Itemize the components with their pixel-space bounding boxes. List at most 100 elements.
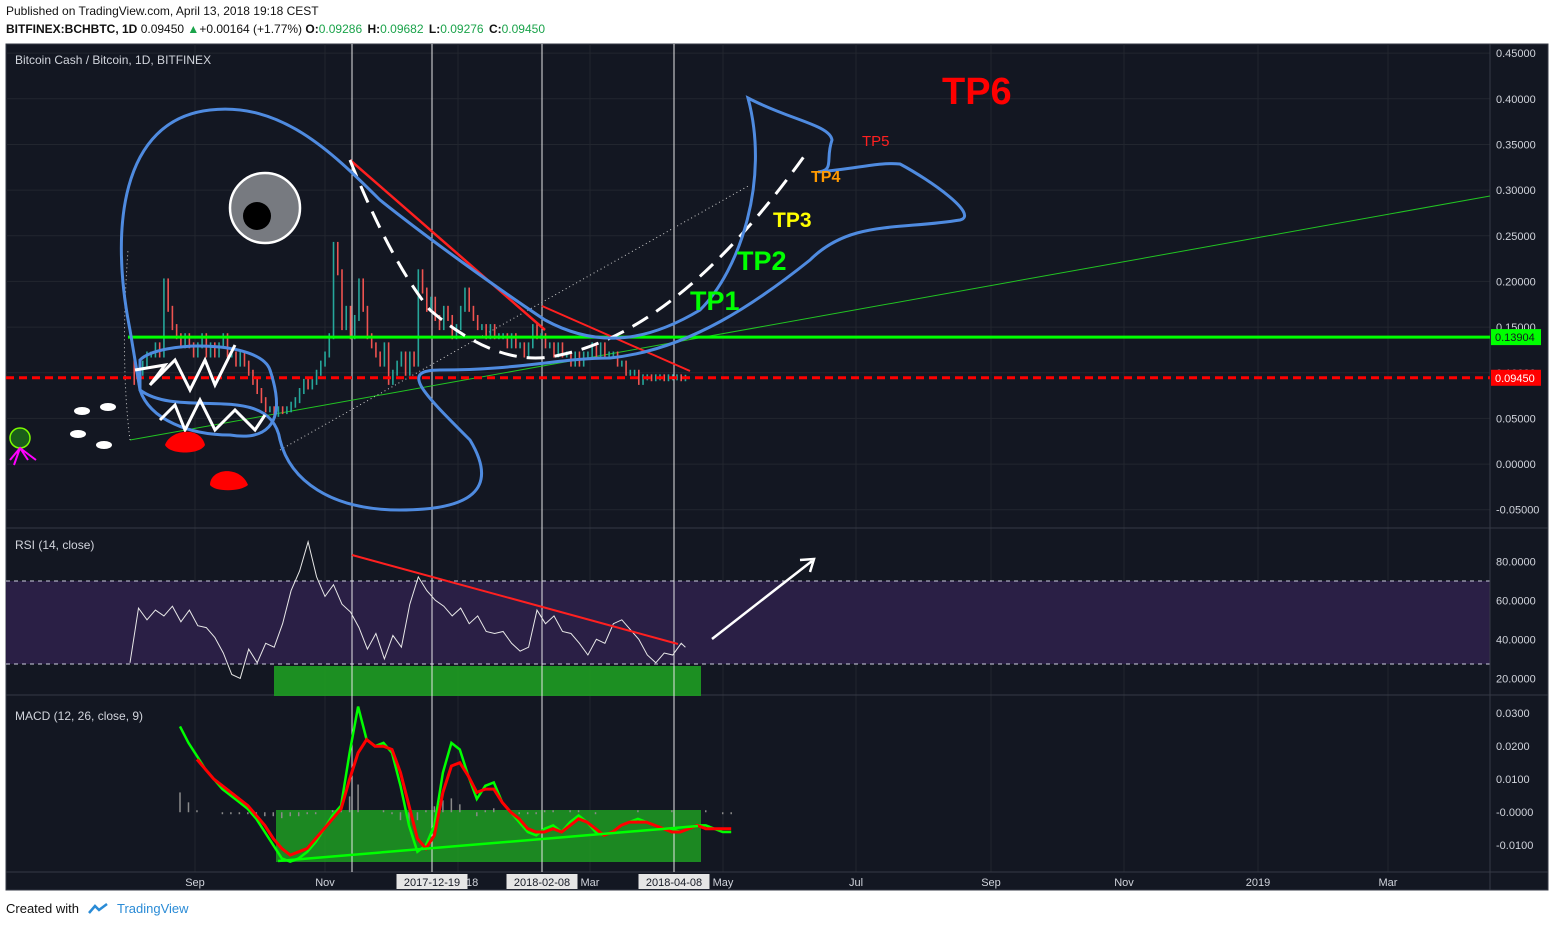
rsi-tick-label: 20.0000 (1496, 673, 1536, 685)
macd-tick-label: 0.0200 (1496, 741, 1530, 753)
dotted-curve (123, 249, 131, 441)
high-value: 0.09682 (380, 22, 424, 36)
rsi-line (129, 539, 686, 680)
figure-head (9, 427, 31, 449)
tp6-label: TP6 (942, 71, 1012, 113)
macd-pane-title: MACD (12, 26, close, 9) (15, 709, 143, 723)
time-tick-label-fragment: 18 (466, 877, 478, 889)
tp4-label: TP4 (811, 169, 840, 186)
tp3-label: TP3 (773, 209, 812, 232)
time-tick-label: Nov (315, 877, 335, 889)
low-label: L: (428, 22, 441, 36)
time-tick-label: Sep (981, 877, 1001, 889)
price-tick-label: 0.05000 (1496, 413, 1536, 425)
time-tick-label: 2017-12-19 (404, 877, 460, 889)
red-blob-1 (165, 431, 205, 453)
shark-body (119, 95, 966, 512)
rsi-tick-label: 80.0000 (1496, 556, 1536, 568)
red-trendline-1 (349, 159, 546, 331)
date-marker-box (506, 874, 578, 889)
figure-tentacles (9, 446, 37, 466)
rsi-axis: 80.0000 60.0000 40.0000 20.0000 (1496, 556, 1536, 685)
published-line: Published on TradingView.com, April 13, … (6, 4, 319, 18)
symbol-line: BITFINEX:BCHBTC, 1D 0.09450 ▲+0.00164 (+… (6, 22, 547, 36)
price-tick-label: 0.30000 (1496, 185, 1536, 197)
change-up-icon: ▲ (187, 22, 200, 36)
tp5-label: TP5 (862, 133, 890, 150)
price-tick-label: 0.20000 (1496, 276, 1536, 288)
rsi-arrow (711, 560, 813, 640)
rsi-green-zone (274, 666, 701, 696)
grid (6, 44, 1490, 872)
tradingview-logo-icon (88, 902, 108, 914)
little-figure (9, 427, 37, 466)
price-tick-label: 0.00000 (1496, 459, 1536, 471)
time-axis: Sep Nov 2017-12-19 2018-02-08 Mar 2018-04-08 M… (185, 874, 1398, 889)
macd-tick-label: 0.0100 (1496, 774, 1530, 786)
symbol: BITFINEX:BCHBTC, 1D (6, 22, 138, 36)
high-label: H: (367, 22, 381, 36)
price-pane-title: Bitcoin Cash / Bitcoin, 1D, BITFINEX (15, 53, 211, 67)
small-fish (70, 403, 116, 449)
time-tick-label: Sep (185, 877, 205, 889)
time-tick-label: May (713, 877, 734, 889)
price-tags: 0.13904 0.09450 (1491, 329, 1541, 386)
time-tick-label: Nov (1114, 877, 1134, 889)
low-value: 0.09276 (440, 22, 484, 36)
time-tick-label: 2018-02-08 (514, 877, 570, 889)
dashed-arc (348, 154, 807, 360)
footer: Created with TradingView (6, 901, 189, 916)
time-tick-label: Jul (849, 877, 863, 889)
macd-tick-label: 0.0300 (1496, 708, 1530, 720)
rsi-tick-label: 40.0000 (1496, 634, 1536, 646)
time-tick-label: 2019 (1246, 877, 1270, 889)
price-tick-label: 0.45000 (1496, 48, 1536, 60)
date-marker-box (396, 874, 468, 889)
macd-line (178, 706, 732, 864)
rsi-pane-title: RSI (14, close) (15, 538, 94, 552)
time-tick-label: Mar (581, 877, 600, 889)
price-tag-label: 0.13904 (1495, 332, 1535, 344)
rsi-band (6, 581, 1490, 664)
shark-pupil (243, 202, 271, 230)
date-marker-box (638, 874, 710, 889)
created-with: Created with (6, 901, 79, 916)
long-trendline (129, 195, 1491, 441)
shark-teeth (134, 344, 267, 434)
close-value: 0.09450 (501, 22, 546, 36)
macd-green-zone (276, 810, 701, 862)
chart-background (5, 43, 1549, 891)
price-tag-box (1491, 369, 1541, 386)
shark-mouth (138, 344, 278, 438)
time-tick-label: 2018-04-08 (646, 877, 702, 889)
price-tick-label: -0.05000 (1496, 505, 1539, 517)
macd-series (178, 706, 732, 864)
macd-signal-line (195, 737, 732, 857)
price-tag-box (1491, 329, 1541, 346)
macd-tick-label: -0.0100 (1496, 840, 1533, 852)
shark-drawing (119, 95, 966, 512)
macd-axis: 0.0300 0.0200 0.0100 -0.0000 -0.0100 (1496, 708, 1533, 852)
red-blob-2 (210, 471, 248, 491)
last-price: 0.09450 (140, 22, 185, 36)
ohlc: O:0.09286 H:0.09682 L:0.09276 C:0.09450 (305, 22, 547, 36)
time-tick-label: Mar (1379, 877, 1398, 889)
price-change: +0.00164 (+1.77%) (199, 22, 303, 36)
tp2-label: TP2 (737, 246, 787, 276)
tp1-label: TP1 (690, 286, 740, 316)
open-value: 0.09286 (318, 22, 363, 36)
price-tag-label: 0.09450 (1495, 373, 1535, 385)
close-label: C: (488, 22, 502, 36)
rsi-series (129, 539, 686, 680)
tradingview-link[interactable]: TradingView (116, 901, 189, 916)
price-tick-label: 0.40000 (1496, 94, 1536, 106)
price-tick-label: 0.35000 (1496, 139, 1536, 151)
macd-green-trendline (277, 824, 699, 863)
rsi-arrow-head (799, 557, 816, 573)
rsi-tick-label: 60.0000 (1496, 595, 1536, 607)
price-tick-label: 0.25000 (1496, 231, 1536, 243)
open-label: O: (305, 22, 319, 36)
macd-tick-label: -0.0000 (1496, 807, 1533, 819)
rsi-red-trendline (351, 554, 679, 645)
chart-canvas[interactable]: TP1 TP2 TP3 TP4 TP5 TP6 Bitcoin Cash / B… (0, 40, 1554, 895)
